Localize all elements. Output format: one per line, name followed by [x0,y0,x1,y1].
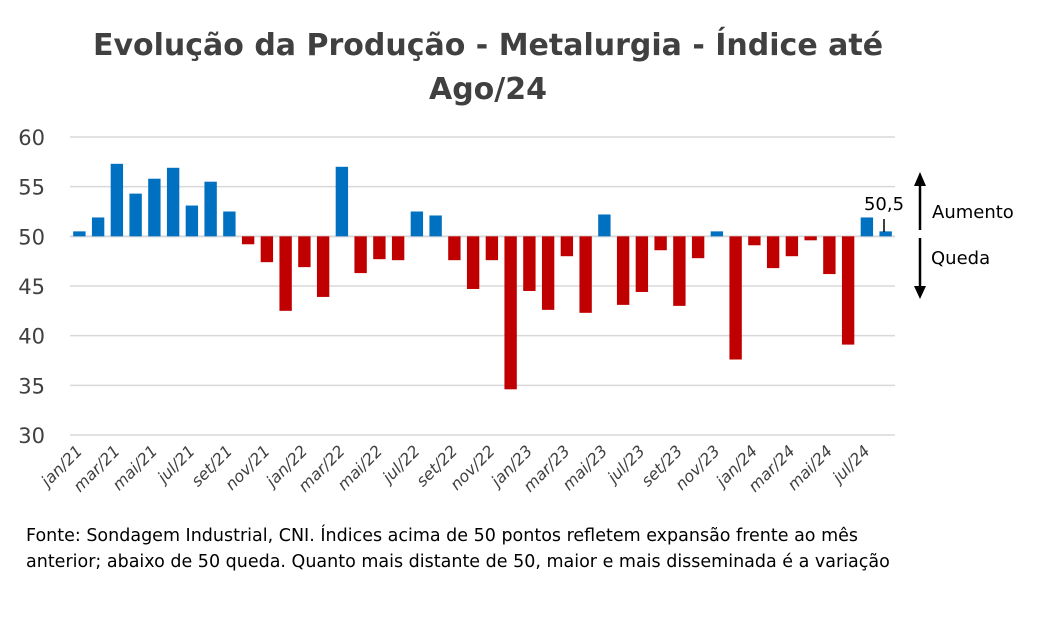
bar-out-21 [241,236,255,245]
bar-abr-23 [579,236,592,313]
footnote: Fonte: Sondagem Industrial, CNI. Índices… [26,526,890,572]
y-tick-label: 40 [18,325,45,349]
bar-jul-22 [410,211,424,237]
bar-fev-23 [541,236,555,310]
bar-fev-22 [316,236,330,297]
bar-jul-23 [635,236,649,292]
y-tick-label: 45 [18,275,45,299]
bar-jun-21 [166,167,180,237]
annotation-aumento: Aumento [932,202,1014,223]
bar-fev-21 [91,217,105,237]
bar-dez-22 [504,236,517,390]
bar-mai-22 [373,236,386,260]
bar-mai-24 [823,236,836,275]
bar-set-23 [673,236,686,306]
bar-nov-22 [485,236,499,261]
bar-abr-22 [354,236,367,274]
bar-chart: Evolução da Produção - Metalurgia - Índi… [18,27,1014,496]
bar-jul-24 [860,217,874,237]
bar-nov-21 [260,236,274,263]
chart-title-line-2: Ago/24 [429,72,547,107]
bar-jun-24 [841,236,855,345]
bar-out-22 [466,236,480,289]
bar-mar-23 [560,236,574,257]
bar-out-23 [691,236,705,259]
bar-jan-23 [523,236,536,291]
bar-ago-21 [204,181,217,237]
bar-mar-22 [335,166,349,237]
bar-dez-21 [279,236,292,311]
bar-mar-21 [110,163,124,237]
arrow-up-head-icon [914,172,926,186]
arrow-down-head-icon [914,286,926,299]
bar-dez-23 [729,236,742,360]
chart-title-line-1: Evolução da Produção - Metalurgia - Índi… [93,27,883,63]
bar-mai-21 [148,178,161,237]
bar-jan-24 [748,236,761,246]
bar-ago-24 [879,231,892,237]
bar-mar-24 [785,236,799,257]
y-tick-label: 35 [18,374,45,398]
data-label-last: 50,5 [864,194,904,215]
y-tick-label: 50 [18,225,45,249]
bar-ago-22 [429,215,442,237]
bar-abr-24 [804,236,817,241]
y-tick-label: 60 [18,126,45,150]
bar-jun-23 [616,236,630,305]
bar-ago-23 [654,236,667,251]
bar-jul-21 [185,205,199,237]
annotation-queda: Queda [931,248,990,269]
bar-nov-23 [710,231,724,237]
bar-set-22 [448,236,461,261]
bar-mai-23 [598,214,611,237]
bar-abr-21 [129,193,142,237]
y-tick-label: 30 [18,424,45,448]
bar-jan-22 [298,236,311,268]
bar-fev-24 [766,236,780,269]
bar-set-21 [223,211,236,237]
bar-jan-21 [73,231,86,237]
x-tick-label: jul/24 [827,441,874,488]
bar-jun-22 [391,236,405,261]
y-tick-label: 55 [18,176,45,200]
